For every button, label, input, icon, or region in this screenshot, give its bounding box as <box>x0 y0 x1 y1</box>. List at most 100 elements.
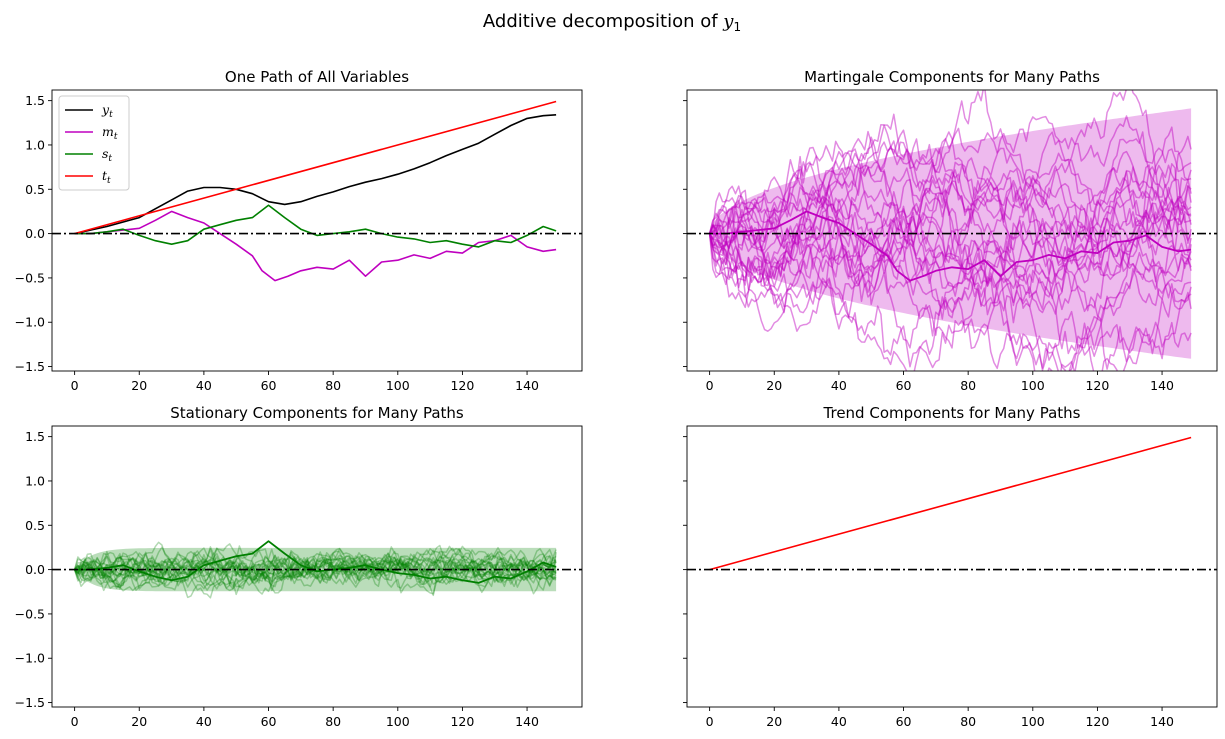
martingale-path <box>708 179 1192 308</box>
stationary-path <box>74 548 557 589</box>
axes-frame <box>51 425 583 708</box>
x-tick-label: 20 <box>131 378 147 393</box>
y-tick-label: −1.5 <box>15 359 45 374</box>
y-tick-label: 1.0 <box>25 473 45 488</box>
stationary-path <box>73 552 557 595</box>
martingale-path <box>708 224 1192 371</box>
stationary-path <box>74 546 557 587</box>
stationary-path <box>74 541 557 583</box>
series-t-t <box>74 100 557 235</box>
x-tick-label: 80 <box>325 714 341 729</box>
panel-title: Martingale Components for Many Paths <box>804 68 1100 86</box>
x-tick-label: 140 <box>515 714 539 729</box>
stationary-path <box>73 546 557 584</box>
x-tick-label: 0 <box>706 714 714 729</box>
x-tick-label: 0 <box>706 378 714 393</box>
plot-area <box>52 540 582 599</box>
panel-title: Stationary Components for Many Paths <box>170 404 464 422</box>
martingale-path <box>708 131 1192 286</box>
martingale-path <box>708 172 1192 289</box>
martingale-path <box>708 146 1192 371</box>
axes-frame <box>686 425 1218 708</box>
martingale-path <box>708 212 1192 307</box>
x-tick-label: 40 <box>196 378 212 393</box>
x-tick-label: 120 <box>450 714 474 729</box>
martingale-path <box>708 233 1192 371</box>
x-tick-label: 20 <box>766 714 782 729</box>
martingale-path <box>708 204 1192 315</box>
stationary-path <box>73 547 557 590</box>
stationary-path <box>74 551 557 594</box>
series-m-t <box>74 210 557 282</box>
stationary-path <box>74 543 557 591</box>
y-tick-label: −1.0 <box>15 651 45 666</box>
stationary-path <box>73 548 557 599</box>
legend-label: tt <box>102 168 111 186</box>
stationary-path <box>74 545 557 594</box>
y-tick-label: −0.5 <box>15 606 45 621</box>
x-tick-label: 40 <box>831 714 847 729</box>
panel-title: One Path of All Variables <box>225 68 409 86</box>
figure-title-var: y <box>722 11 734 32</box>
martingale-path <box>708 135 1192 300</box>
panel-tl: 0 20 40 60 80 100 120 140 −1.5 −1.0 −0.5 0.0 0.5 1.0 1… <box>15 68 583 393</box>
x-tick-label: 60 <box>896 378 912 393</box>
stationary-path <box>74 545 557 583</box>
x-tick-label: 0 <box>71 714 79 729</box>
martingale-path <box>708 90 1192 265</box>
plot-area <box>52 100 582 282</box>
panel-tr: 0 20 40 60 80 100 120 140 Martingale Components … <box>683 68 1218 393</box>
stationary-path <box>73 548 557 597</box>
plot-area <box>687 436 1217 571</box>
martingale-path <box>709 126 1192 355</box>
panel-title: Trend Components for Many Paths <box>823 404 1081 422</box>
figure-title-sub: 1 <box>733 20 741 34</box>
legend-label: st <box>102 146 112 164</box>
panel-bl: 0 20 40 60 80 100 120 140 −1.5 −1.0 −0.5 0.0 0.5 1.0 1… <box>15 404 583 729</box>
y-tick-label: 0.5 <box>25 518 45 533</box>
martingale-path <box>708 177 1192 337</box>
x-tick-label: 80 <box>960 714 976 729</box>
highlighted-path <box>74 540 557 584</box>
x-tick-label: 140 <box>515 378 539 393</box>
martingale-path <box>708 198 1192 320</box>
martingale-path <box>708 113 1192 245</box>
martingale-path <box>708 165 1192 293</box>
martingale-path <box>708 131 1192 273</box>
legend-label: mt <box>102 124 118 142</box>
figure-title: Additive decomposition of y1 <box>483 11 741 34</box>
x-tick-label: 100 <box>386 378 410 393</box>
martingale-path <box>708 115 1192 332</box>
x-tick-label: 120 <box>1085 714 1109 729</box>
series-s-t <box>74 204 557 248</box>
series-t-t <box>709 436 1192 571</box>
x-tick-label: 140 <box>1150 714 1174 729</box>
figure-title-text: Additive decomposition of <box>483 11 723 32</box>
x-tick-label: 100 <box>1021 714 1045 729</box>
stationary-path <box>73 548 557 595</box>
stationary-path <box>73 551 557 592</box>
stationary-path <box>74 550 557 596</box>
x-tick-label: 40 <box>831 378 847 393</box>
martingale-path <box>708 159 1192 280</box>
panel-br: 0 20 40 60 80 100 120 140 Trend Components for M… <box>683 404 1218 729</box>
y-tick-label: 1.5 <box>25 429 45 444</box>
axes-frame <box>686 89 1218 372</box>
martingale-path <box>708 163 1192 282</box>
x-tick-label: 100 <box>1021 378 1045 393</box>
martingale-path <box>708 145 1192 300</box>
stationary-path <box>74 548 557 588</box>
x-tick-label: 0 <box>71 378 79 393</box>
plot-area <box>687 90 1217 371</box>
series-y-t <box>74 114 557 235</box>
x-tick-label: 140 <box>1150 378 1174 393</box>
stationary-path <box>73 556 557 599</box>
y-tick-label: 0.0 <box>25 562 45 577</box>
stationary-path <box>74 549 557 585</box>
legend: yt mt st tt <box>58 95 130 191</box>
x-tick-label: 60 <box>261 378 277 393</box>
x-tick-label: 60 <box>261 714 277 729</box>
y-tick-label: 1.0 <box>25 137 45 152</box>
y-tick-label: 1.5 <box>25 93 45 108</box>
